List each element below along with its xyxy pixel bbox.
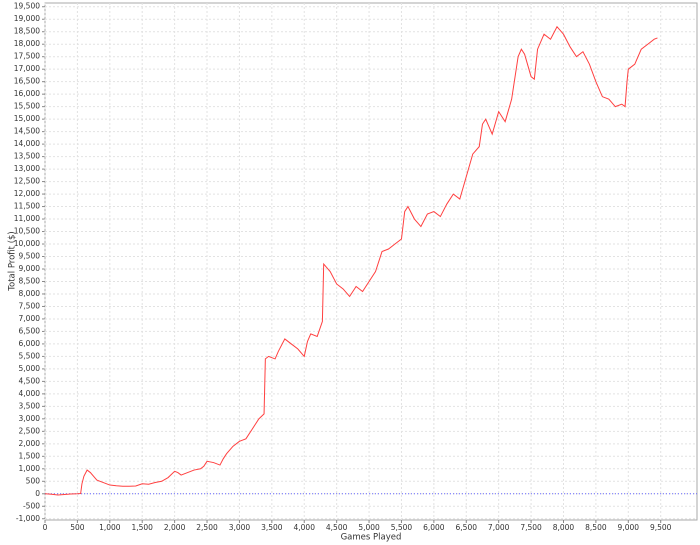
y-tick-label: 500: [26, 476, 41, 485]
data-line: [44, 25, 658, 496]
y-tick-label: 12,500: [14, 177, 40, 186]
y-axis-title: Total Profit ($): [8, 231, 18, 291]
x-tick-label: 6,000: [423, 523, 445, 532]
y-tick-label: 3,500: [19, 401, 41, 410]
y-tick-label: 19,000: [14, 14, 40, 23]
y-tick-label: 9,500: [19, 252, 41, 261]
y-tick-label: 6,000: [19, 339, 41, 348]
y-tick-label: -1,000: [16, 514, 40, 523]
y-tick-label: 4,000: [19, 389, 41, 398]
y-tick-label: 1,000: [19, 464, 41, 473]
x-tick-label: 4,500: [326, 523, 348, 532]
y-tick-label: 7,000: [19, 314, 41, 323]
x-tick-label: 0: [43, 523, 48, 532]
y-tick-label: 4,500: [19, 376, 41, 385]
y-tick-label: 5,000: [19, 364, 41, 373]
x-tick-label: 2,500: [196, 523, 218, 532]
y-tick-label: 7,500: [19, 301, 41, 310]
y-tick-label: 16,500: [14, 77, 40, 86]
y-tick-label: 13,500: [14, 152, 40, 161]
x-tick-label: 500: [70, 523, 85, 532]
y-tick-label: 13,000: [14, 164, 40, 173]
x-tick-label: 8,000: [553, 523, 575, 532]
x-tick-label: 9,000: [618, 523, 640, 532]
y-tick-label: 11,000: [14, 214, 40, 223]
x-tick-label: 3,500: [261, 523, 283, 532]
y-tick-label: 16,000: [14, 89, 40, 98]
plot-frame: [44, 2, 698, 521]
x-tick-label: 7,000: [488, 523, 510, 532]
y-tick-label: 6,500: [19, 326, 41, 335]
y-tick-label: 8,000: [19, 289, 41, 298]
x-axis-title: Games Played: [341, 533, 402, 543]
y-tick-label: 2,000: [19, 439, 41, 448]
y-tick-label: 10,000: [14, 239, 40, 248]
x-tick-label: 5,000: [358, 523, 380, 532]
y-tick-label: 10,500: [14, 227, 40, 236]
y-tick-label: 18,500: [14, 27, 40, 36]
y-tick-label: 8,500: [19, 276, 41, 285]
y-tick-label: 17,500: [14, 52, 40, 61]
x-tick-label: 3,000: [229, 523, 251, 532]
x-tick-label: 6,500: [456, 523, 478, 532]
y-tick-label: 14,500: [14, 127, 40, 136]
y-tick-label: 18,000: [14, 39, 40, 48]
x-tick-label: 7,500: [520, 523, 542, 532]
x-tick-label: 4,000: [294, 523, 316, 532]
x-tick-label: 2,000: [164, 523, 186, 532]
x-tick-label: 5,500: [391, 523, 413, 532]
x-tick-label: 8,500: [585, 523, 607, 532]
y-tick-label: 14,000: [14, 139, 40, 148]
y-tick-label: 17,000: [14, 64, 40, 73]
y-tick-label: 2,500: [19, 426, 41, 435]
y-tick-label: 19,500: [14, 2, 40, 11]
y-tick-label: 0: [35, 489, 40, 498]
x-tick-label: 1,500: [131, 523, 153, 532]
y-tick-label: 12,000: [14, 189, 40, 198]
x-tick-label: 1,000: [99, 523, 121, 532]
y-tick-label: 5,500: [19, 351, 41, 360]
y-tick-label: 15,000: [14, 114, 40, 123]
y-tick-label: 11,500: [14, 202, 40, 211]
y-tick-label: 1,500: [19, 451, 41, 460]
x-tick-label: 9,500: [650, 523, 672, 532]
y-tick-label: 15,500: [14, 102, 40, 111]
y-tick-label: 3,000: [19, 414, 41, 423]
y-tick-label: -500: [23, 501, 40, 510]
y-tick-label: 9,000: [19, 264, 41, 273]
